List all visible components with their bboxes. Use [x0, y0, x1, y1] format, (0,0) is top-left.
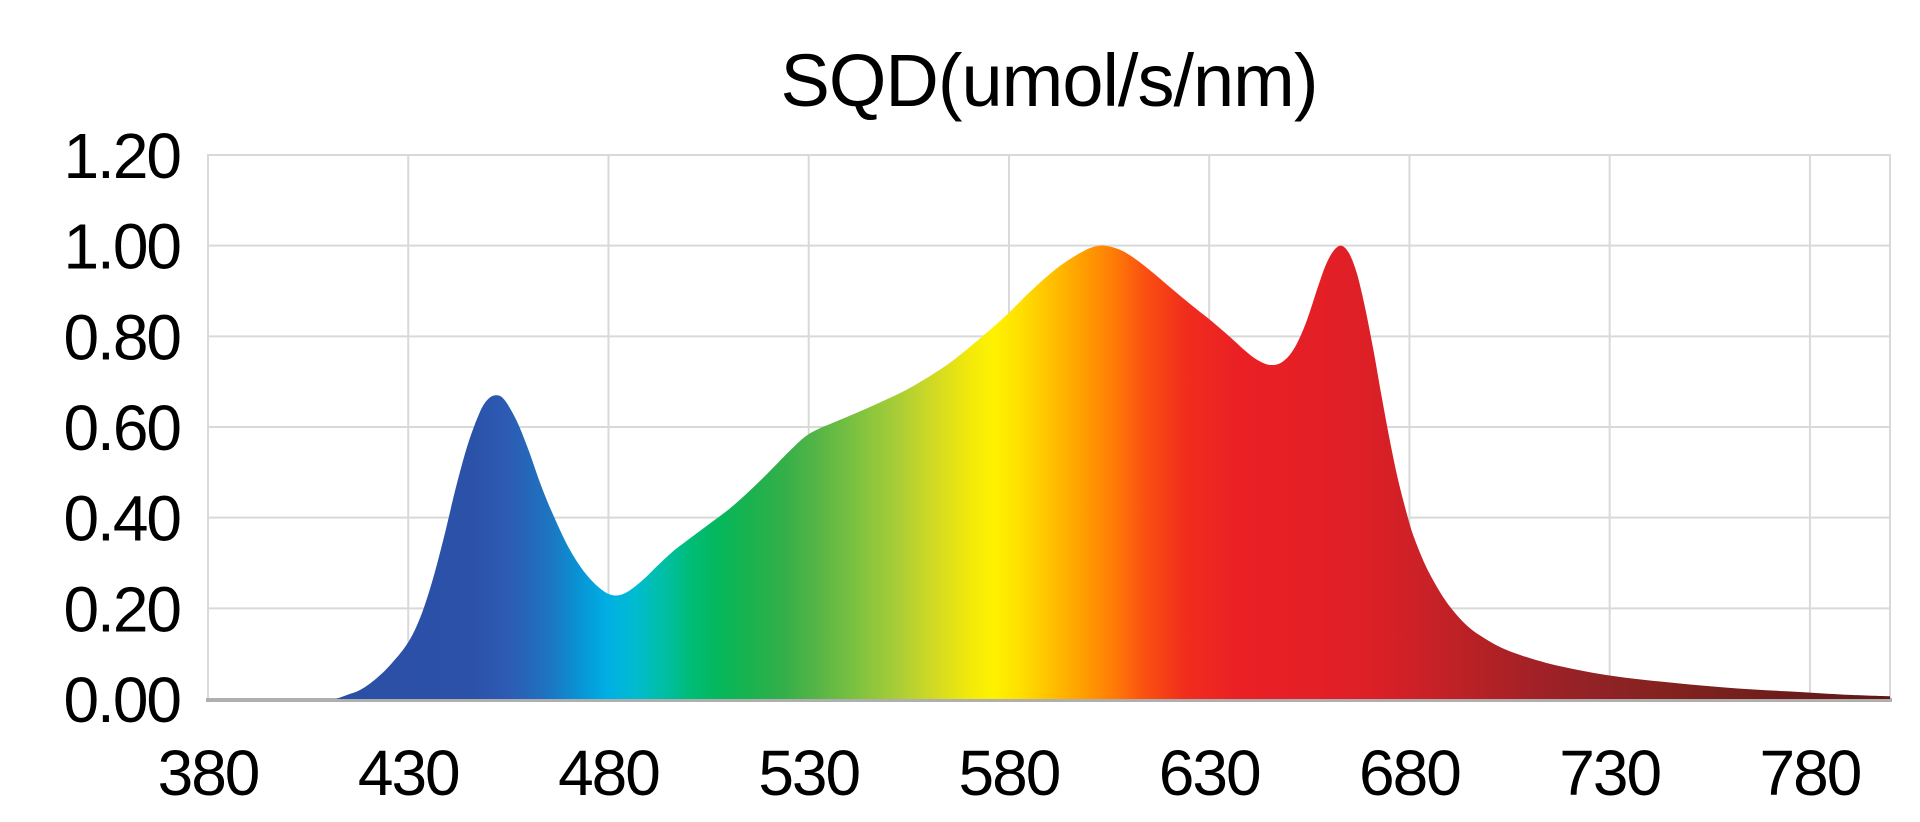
y-tick-label: 0.80: [63, 301, 180, 373]
x-tick-label: 680: [1359, 737, 1460, 809]
y-tick-label: 0.40: [63, 483, 180, 555]
x-tick-label: 580: [959, 737, 1060, 809]
y-axis-tick-labels: 0.00 0.20 0.40 0.60 0.80 1.00 1.20: [63, 120, 182, 736]
x-tick-label: 530: [758, 737, 859, 809]
y-tick-label: 0.00: [63, 664, 180, 736]
x-tick-label: 380: [158, 737, 259, 809]
y-tick-label: 1.20: [63, 120, 180, 192]
x-tick-label: 630: [1159, 737, 1260, 809]
y-tick-label: 0.60: [63, 392, 180, 464]
x-tick-label: 480: [558, 737, 659, 809]
x-tick-label: 730: [1559, 737, 1660, 809]
spectrum-area: [336, 245, 1891, 699]
x-tick-label: 780: [1760, 737, 1861, 809]
x-axis-tick-labels: 380 430 480 530 580 630 680 730 780: [158, 737, 1863, 809]
spectrum-area-path: [336, 245, 1891, 699]
y-tick-label: 1.00: [63, 211, 180, 283]
x-tick-label: 430: [358, 737, 459, 809]
y-tick-label: 0.20: [63, 573, 180, 645]
chart-title: SQD(umol/s/nm): [781, 39, 1318, 122]
